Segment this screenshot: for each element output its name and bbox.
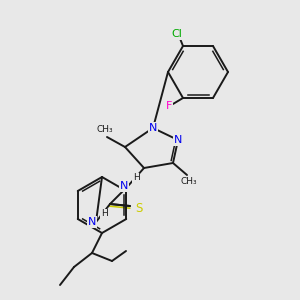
Text: CH₃: CH₃ xyxy=(181,176,197,185)
Text: N: N xyxy=(149,123,157,133)
Text: F: F xyxy=(166,101,172,111)
Text: N: N xyxy=(88,217,96,227)
Text: H: H xyxy=(133,173,140,182)
Text: N: N xyxy=(174,135,182,145)
Text: S: S xyxy=(135,202,143,214)
Text: Cl: Cl xyxy=(172,29,182,39)
Text: CH₃: CH₃ xyxy=(97,125,113,134)
Text: N: N xyxy=(120,181,128,191)
Text: H: H xyxy=(100,209,107,218)
